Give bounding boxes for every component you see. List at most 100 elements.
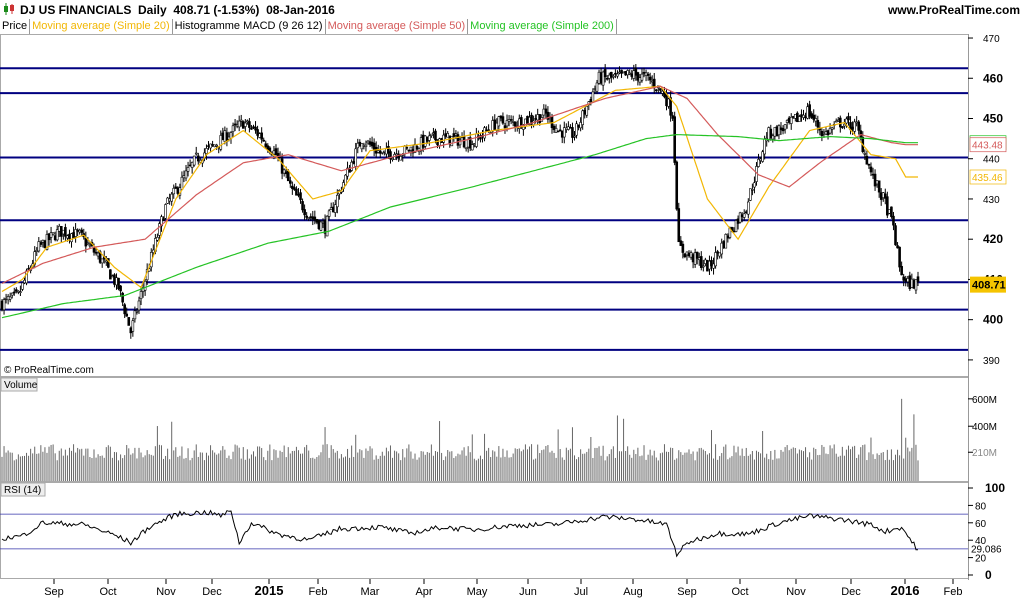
candle-body bbox=[896, 245, 899, 249]
candle-body bbox=[438, 138, 441, 146]
candle-body bbox=[303, 209, 306, 216]
candle-body bbox=[407, 149, 411, 152]
candle-body bbox=[274, 148, 278, 156]
candle-body bbox=[370, 141, 374, 147]
candle-body bbox=[162, 218, 165, 221]
indicator-legend: Price Moving average (Simple 20) Histogram… bbox=[0, 19, 617, 34]
candle-body bbox=[362, 144, 366, 147]
candle-body bbox=[503, 125, 507, 129]
candle-body bbox=[172, 187, 176, 195]
candle-body bbox=[560, 130, 564, 138]
candle-body bbox=[640, 73, 644, 81]
candle-body bbox=[769, 128, 773, 138]
candle-body bbox=[215, 144, 218, 147]
candle-body bbox=[190, 162, 194, 168]
candle-body bbox=[184, 170, 188, 179]
candle-body bbox=[677, 208, 681, 243]
candle-body bbox=[910, 278, 914, 288]
candle-body bbox=[497, 116, 501, 127]
last-price-value: 408.71 bbox=[972, 280, 1006, 292]
candle-body bbox=[851, 126, 854, 130]
candle-body bbox=[781, 127, 785, 132]
candle-body bbox=[804, 116, 807, 119]
candle-body bbox=[231, 125, 235, 132]
candle-body bbox=[466, 139, 470, 148]
watermark: © ProRealTime.com bbox=[4, 365, 94, 376]
candle-body bbox=[158, 223, 161, 236]
candle-body bbox=[432, 132, 435, 134]
candle-body bbox=[470, 144, 474, 151]
candle-body bbox=[139, 291, 143, 299]
candle-body bbox=[605, 77, 609, 80]
candle-body bbox=[239, 119, 243, 122]
candle-body bbox=[246, 120, 249, 123]
candle-body bbox=[399, 156, 403, 161]
candle-body bbox=[638, 77, 642, 83]
legend-item-1[interactable]: Moving average (Simple 20) bbox=[30, 19, 173, 34]
candle-body bbox=[712, 263, 715, 269]
candle-body bbox=[188, 164, 192, 167]
volume-title-box bbox=[0, 377, 38, 392]
candle-body bbox=[886, 196, 889, 216]
candle-body bbox=[904, 278, 908, 282]
candle-body bbox=[358, 141, 362, 147]
candle-body bbox=[785, 120, 789, 123]
chart-canvas: 390400410420430440450460470443.98443.484… bbox=[0, 34, 1007, 598]
candle-body bbox=[595, 82, 599, 92]
candle-body bbox=[826, 130, 830, 136]
candle-body bbox=[536, 114, 539, 121]
candle-body bbox=[327, 210, 331, 217]
candle-body bbox=[787, 117, 791, 123]
candle-body bbox=[888, 209, 891, 214]
candle-body bbox=[464, 147, 468, 150]
price-panel bbox=[0, 34, 969, 377]
candle-body bbox=[288, 180, 292, 184]
x-tick-label: Feb bbox=[944, 586, 963, 598]
candle-body bbox=[117, 277, 120, 290]
legend-item-3[interactable]: Moving average (Simple 50) bbox=[326, 19, 469, 34]
candle-body bbox=[552, 125, 556, 130]
candle-body bbox=[855, 121, 858, 124]
candle-body bbox=[100, 258, 104, 264]
candle-body bbox=[687, 252, 691, 257]
candle-body bbox=[736, 218, 740, 224]
legend-item-2[interactable]: Histogramme MACD (9 26 12) bbox=[173, 19, 326, 34]
candle-body bbox=[883, 193, 887, 199]
candle-body bbox=[859, 130, 863, 138]
candle-body bbox=[908, 275, 912, 289]
site-link[interactable]: www.ProRealTime.com bbox=[887, 3, 1020, 17]
candle-body bbox=[360, 143, 364, 150]
candle-body bbox=[789, 116, 793, 124]
candle-body bbox=[902, 276, 905, 281]
candle-body bbox=[558, 129, 562, 132]
candle-body bbox=[129, 327, 133, 334]
candle-body bbox=[315, 218, 319, 223]
candle-body bbox=[121, 292, 124, 303]
candle-body bbox=[820, 130, 824, 137]
rsi-title: RSI (14) bbox=[4, 485, 41, 496]
x-tick-label: Feb bbox=[309, 586, 328, 598]
candle-body bbox=[176, 187, 180, 194]
ma-line-2 bbox=[1, 133, 918, 319]
candle-body bbox=[738, 212, 742, 223]
candle-body bbox=[720, 242, 724, 255]
candle-body bbox=[773, 127, 777, 137]
candle-body bbox=[376, 150, 380, 153]
candle-body bbox=[0, 300, 4, 311]
candle-body bbox=[507, 119, 511, 122]
candle-body bbox=[763, 138, 766, 155]
candle-body bbox=[333, 204, 337, 213]
candle-body bbox=[92, 247, 96, 253]
price-tick-label: 470 bbox=[983, 34, 1000, 45]
candle-body bbox=[777, 125, 781, 136]
candle-body bbox=[209, 143, 212, 149]
legend-item-0[interactable]: Price bbox=[0, 19, 31, 34]
candle-body bbox=[875, 180, 879, 185]
candle-body bbox=[669, 97, 672, 116]
rsi-title-box bbox=[0, 482, 46, 497]
candle-body bbox=[10, 292, 14, 296]
candle-body bbox=[336, 194, 339, 208]
candle-body bbox=[562, 127, 566, 138]
legend-item-4[interactable]: Moving average (Simple 200) bbox=[468, 19, 617, 34]
price-tick-label: 430 bbox=[983, 195, 1000, 206]
